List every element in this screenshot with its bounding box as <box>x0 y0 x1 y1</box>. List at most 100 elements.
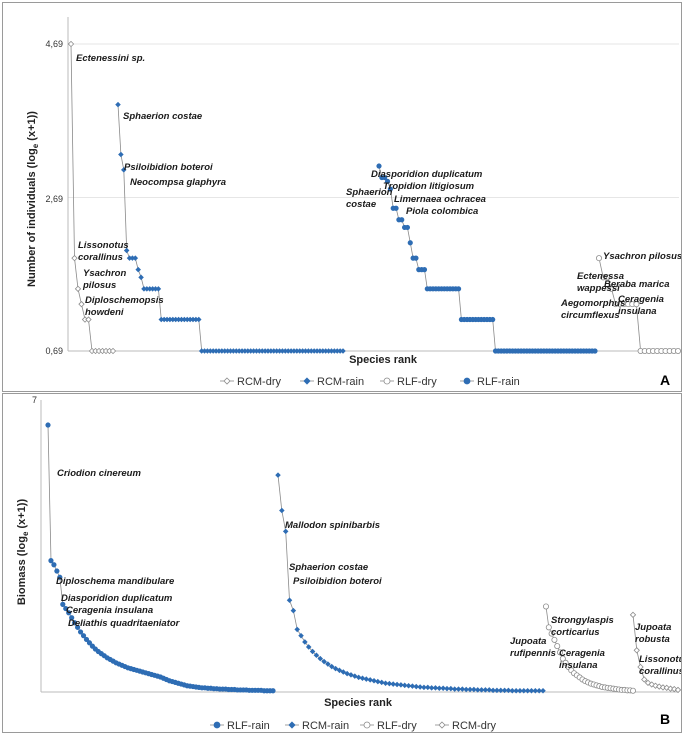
chart-b-rcm-rain-point <box>425 684 431 691</box>
chart-b-legend: RLF-rain RCM-rain RLF-dry RCM-dry <box>210 720 496 732</box>
chart-a-annotation: Sphaerion <box>346 187 393 198</box>
chart-a-rlf-rain-point <box>376 163 382 169</box>
chart-b-legend-marker-rcm-dry <box>438 721 446 729</box>
chart-b-rcm-rain-point <box>517 687 523 694</box>
chart-a-rlf-rain-point <box>393 205 399 211</box>
chart-b-rcm-rain-point <box>490 687 496 694</box>
chart-b-annotation: Lissonotus <box>639 654 681 665</box>
chart-a-rlf-dry-point <box>596 255 603 262</box>
chart-a-x-axis-title: Species rank <box>349 354 418 366</box>
chart-b-annotation: Diasporidion duplicatum <box>61 593 173 604</box>
chart-b-rcm-rain-point <box>279 507 285 514</box>
chart-b-rcm-rain-point <box>467 686 473 693</box>
chart-b-rlf-rain-point <box>89 643 96 649</box>
chart-b-rlf-rain-point <box>86 640 93 646</box>
chart-b-annotation: Criodion cinereum <box>57 468 141 479</box>
chart-b-series-layer <box>45 422 682 694</box>
chart-b-annotation: Ceragenia insulana <box>66 605 153 616</box>
chart-b-rcm-rain-point <box>309 648 316 655</box>
chart-a-annotation: wappessi <box>577 283 620 294</box>
chart-b-rcm-rain-point <box>329 663 335 670</box>
chart-b-rcm-rain-point <box>455 686 462 692</box>
chart-a-rlf-rain-point <box>421 267 428 273</box>
chart-a-rcm-rain-point <box>123 247 130 254</box>
chart-a-legend-label: RCM-dry <box>237 376 281 388</box>
chart-b-rcm-dry-point <box>633 647 640 654</box>
chart-b-x-axis-title: Species rank <box>324 697 393 709</box>
chart-b-rcm-rain-point <box>509 687 516 694</box>
chart-b-rcm-rain-point <box>348 672 354 678</box>
chart-a-rlf-rain-point <box>387 186 393 192</box>
chart-a-rcm-rain-line <box>117 104 343 352</box>
chart-b-rcm-rain-point <box>524 687 531 694</box>
chart-b-rcm-rain-point <box>521 687 527 694</box>
chart-a-rcm-dry-point <box>78 301 85 308</box>
chart-b-rcm-rain-point <box>313 652 320 659</box>
chart-b-rcm-rain-point <box>382 680 389 687</box>
chart-b-rcm-rain-point <box>359 675 366 681</box>
chart-b-rlf-rain-point <box>54 568 60 574</box>
chart-b-rcm-rain-point <box>459 686 466 692</box>
chart-b-annotation: rufipennis <box>510 648 556 659</box>
chart-b-annotation: Strongylaspis <box>551 615 614 626</box>
chart-b-rlf-dry-point <box>554 643 561 650</box>
chart-b-rlf-rain-point <box>69 615 75 621</box>
chart-b-ylabel-main: Biomass (log <box>16 536 28 605</box>
chart-a-rcm-dry-point <box>74 285 82 292</box>
chart-b-rcm-rain-point <box>282 528 289 535</box>
chart-b-rlf-dry-point <box>630 687 637 694</box>
chart-b-rlf-dry-point <box>551 636 558 643</box>
chart-b-rcm-rain-point <box>286 597 293 603</box>
chart-b-rcm-rain-point <box>471 686 477 693</box>
chart-b-rcm-rain-point <box>405 682 412 689</box>
chart-b-rcm-rain-point <box>352 673 358 679</box>
chart-b-legend-marker-rcm-rain <box>288 721 296 729</box>
chart-a-rcm-rain-point <box>121 167 127 173</box>
chart-b-legend-label: RLF-dry <box>377 720 417 732</box>
chart-a-legend: RCM-dry RCM-rain RLF-dry RLF-rain <box>220 376 520 388</box>
chart-b-rcm-rain-point <box>363 676 370 682</box>
chart-a-rcm-rain-point <box>115 101 121 108</box>
chart-b-legend-marker-rlf-dry <box>363 721 371 729</box>
chart-b-rcm-rain-point <box>497 687 504 694</box>
chart-a-legend-label: RCM-rain <box>317 376 364 388</box>
chart-a-rlf-rain-point <box>404 224 411 231</box>
chart-b-rcm-dry-point <box>641 676 648 683</box>
chart-b-rlf-rain-point <box>72 620 78 626</box>
chart-a-annotation: Neocompsa glaphyra <box>130 177 226 188</box>
chart-b-rlf-rain-point <box>80 633 87 639</box>
chart-b-annotation: corallinus <box>639 666 681 677</box>
chart-b-rcm-rain-point <box>290 607 297 614</box>
chart-a-y-axis-title: Number of individuals (loge (x+1)) <box>26 111 40 287</box>
chart-b-rcm-rain-point <box>413 683 420 690</box>
chart-a-rcm-dry-point <box>85 316 92 323</box>
chart-b-rcm-rain-point <box>501 687 508 694</box>
chart-b-rlf-dry-point <box>543 603 550 610</box>
chart-b-rcm-rain-point <box>355 674 362 681</box>
chart-b-rcm-rain-point <box>513 687 519 694</box>
chart-b-rcm-dry-point <box>663 684 670 691</box>
chart-b-rcm-rain-point <box>482 687 489 693</box>
chart-b-rcm-rain-point <box>386 680 393 687</box>
chart-b-rlf-rain-point <box>60 601 66 607</box>
chart-b-rlf-rain-point <box>75 624 81 630</box>
chart-b-rcm-rain-point <box>367 677 373 683</box>
chart-a-rcm-rain-point <box>135 266 141 273</box>
chart-a-rlf-rain-point <box>382 174 388 181</box>
chart-b-rcm-dry-point <box>674 686 682 694</box>
chart-b-rcm-rain-point <box>336 667 343 674</box>
chart-a-annotation: Piola colombica <box>406 206 478 217</box>
chart-b-rcm-rain-point <box>528 687 535 694</box>
chart-b-rcm-rain-point <box>401 682 408 689</box>
chart-b-annotation: Jupoata <box>510 636 546 647</box>
chart-b-rcm-rain-point <box>451 686 458 692</box>
chart-a-ylabel-main: Number of individuals (log <box>26 148 38 287</box>
chart-a-rlf-dry-point <box>633 301 640 308</box>
chart-a-annotation: insulana <box>618 306 657 317</box>
chart-b-rcm-rain-point <box>536 687 542 694</box>
chart-b-rlf-rain-point <box>51 562 57 568</box>
chart-a-annotation: Ysachron <box>83 268 126 279</box>
chart-a-annotation: Lissonotus <box>78 240 129 251</box>
